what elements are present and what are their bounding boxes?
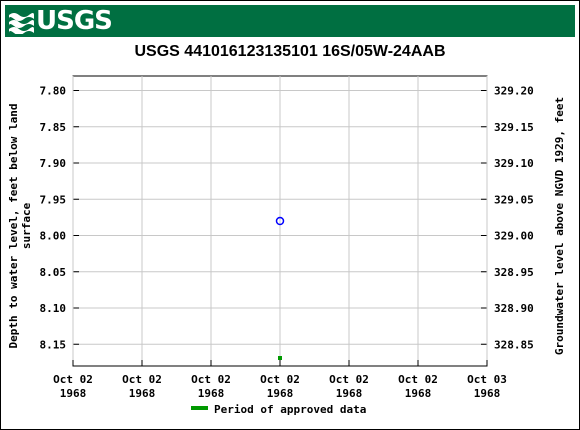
y-tick-label-left: 8.05 <box>40 266 67 279</box>
y-tick-label-left: 8.15 <box>40 338 67 351</box>
y-axis-left-ticks: 7.80 7.85 7.90 7.95 8.00 8.05 8.10 8.15 <box>40 85 67 352</box>
y-tick-label-left: 7.85 <box>40 121 67 134</box>
x-tick-label-year: 1968 <box>405 387 432 400</box>
x-tick-label-date: Oct 03 <box>467 373 507 386</box>
approved-period-marker <box>278 356 282 360</box>
legend: Period of approved data <box>191 403 366 416</box>
data-marks <box>275 216 285 360</box>
y-tick-label-right: 329.15 <box>494 121 534 134</box>
y-axis-right-label: Groundwater level above NGVD 1929, feet <box>553 97 566 355</box>
y-tick-label-left: 7.90 <box>40 157 67 170</box>
grid-lines <box>72 76 488 366</box>
legend-label: Period of approved data <box>214 403 366 416</box>
y-tick-label-right: 328.90 <box>494 302 534 315</box>
x-tick-label-year: 1968 <box>474 387 501 400</box>
y-tick-label-right: 328.85 <box>494 338 534 351</box>
x-tick-label-year: 1968 <box>336 387 363 400</box>
y-tick-label-left: 8.00 <box>40 230 67 243</box>
x-tick-label-date: Oct 02 <box>398 373 438 386</box>
x-tick-label-date: Oct 02 <box>260 373 300 386</box>
y-tick-label-right: 328.95 <box>494 266 534 279</box>
y-tick-label-left: 8.10 <box>40 302 67 315</box>
x-tick-label-year: 1968 <box>267 387 294 400</box>
x-tick-label-year: 1968 <box>129 387 156 400</box>
data-point <box>275 216 285 226</box>
usgs-logo-text: USGS <box>36 6 113 36</box>
usgs-wave-icon <box>8 8 34 35</box>
y-axis-left-label-line1: Depth to water level, feet below land <box>7 103 20 348</box>
x-tick-label-date: Oct 02 <box>329 373 369 386</box>
x-tick-label-year: 1968 <box>198 387 225 400</box>
y-tick-label-left: 7.80 <box>40 85 67 98</box>
y-axis-left-label-line2: surface <box>20 202 33 249</box>
legend-swatch <box>191 406 208 410</box>
x-tick-label-date: Oct 02 <box>53 373 93 386</box>
y-tick-label-right: 329.05 <box>494 193 534 206</box>
usgs-logo[interactable]: USGS <box>8 6 113 36</box>
y-tick-label-right: 329.20 <box>494 85 534 98</box>
y-tick-label-left: 7.95 <box>40 193 67 206</box>
x-tick-label-date: Oct 02 <box>191 373 231 386</box>
x-tick-label-year: 1968 <box>60 387 87 400</box>
y-tick-label-right: 329.00 <box>494 230 534 243</box>
y-tick-label-right: 329.10 <box>494 157 534 170</box>
chart-title: USGS 441016123135101 16S/05W-24AAB <box>134 43 446 60</box>
y-axis-right-ticks: 329.20 329.15 329.10 329.05 329.00 328.95 328.… <box>494 85 534 352</box>
usgs-header-banner: USGS <box>5 5 575 37</box>
x-tick-label-date: Oct 02 <box>122 373 162 386</box>
